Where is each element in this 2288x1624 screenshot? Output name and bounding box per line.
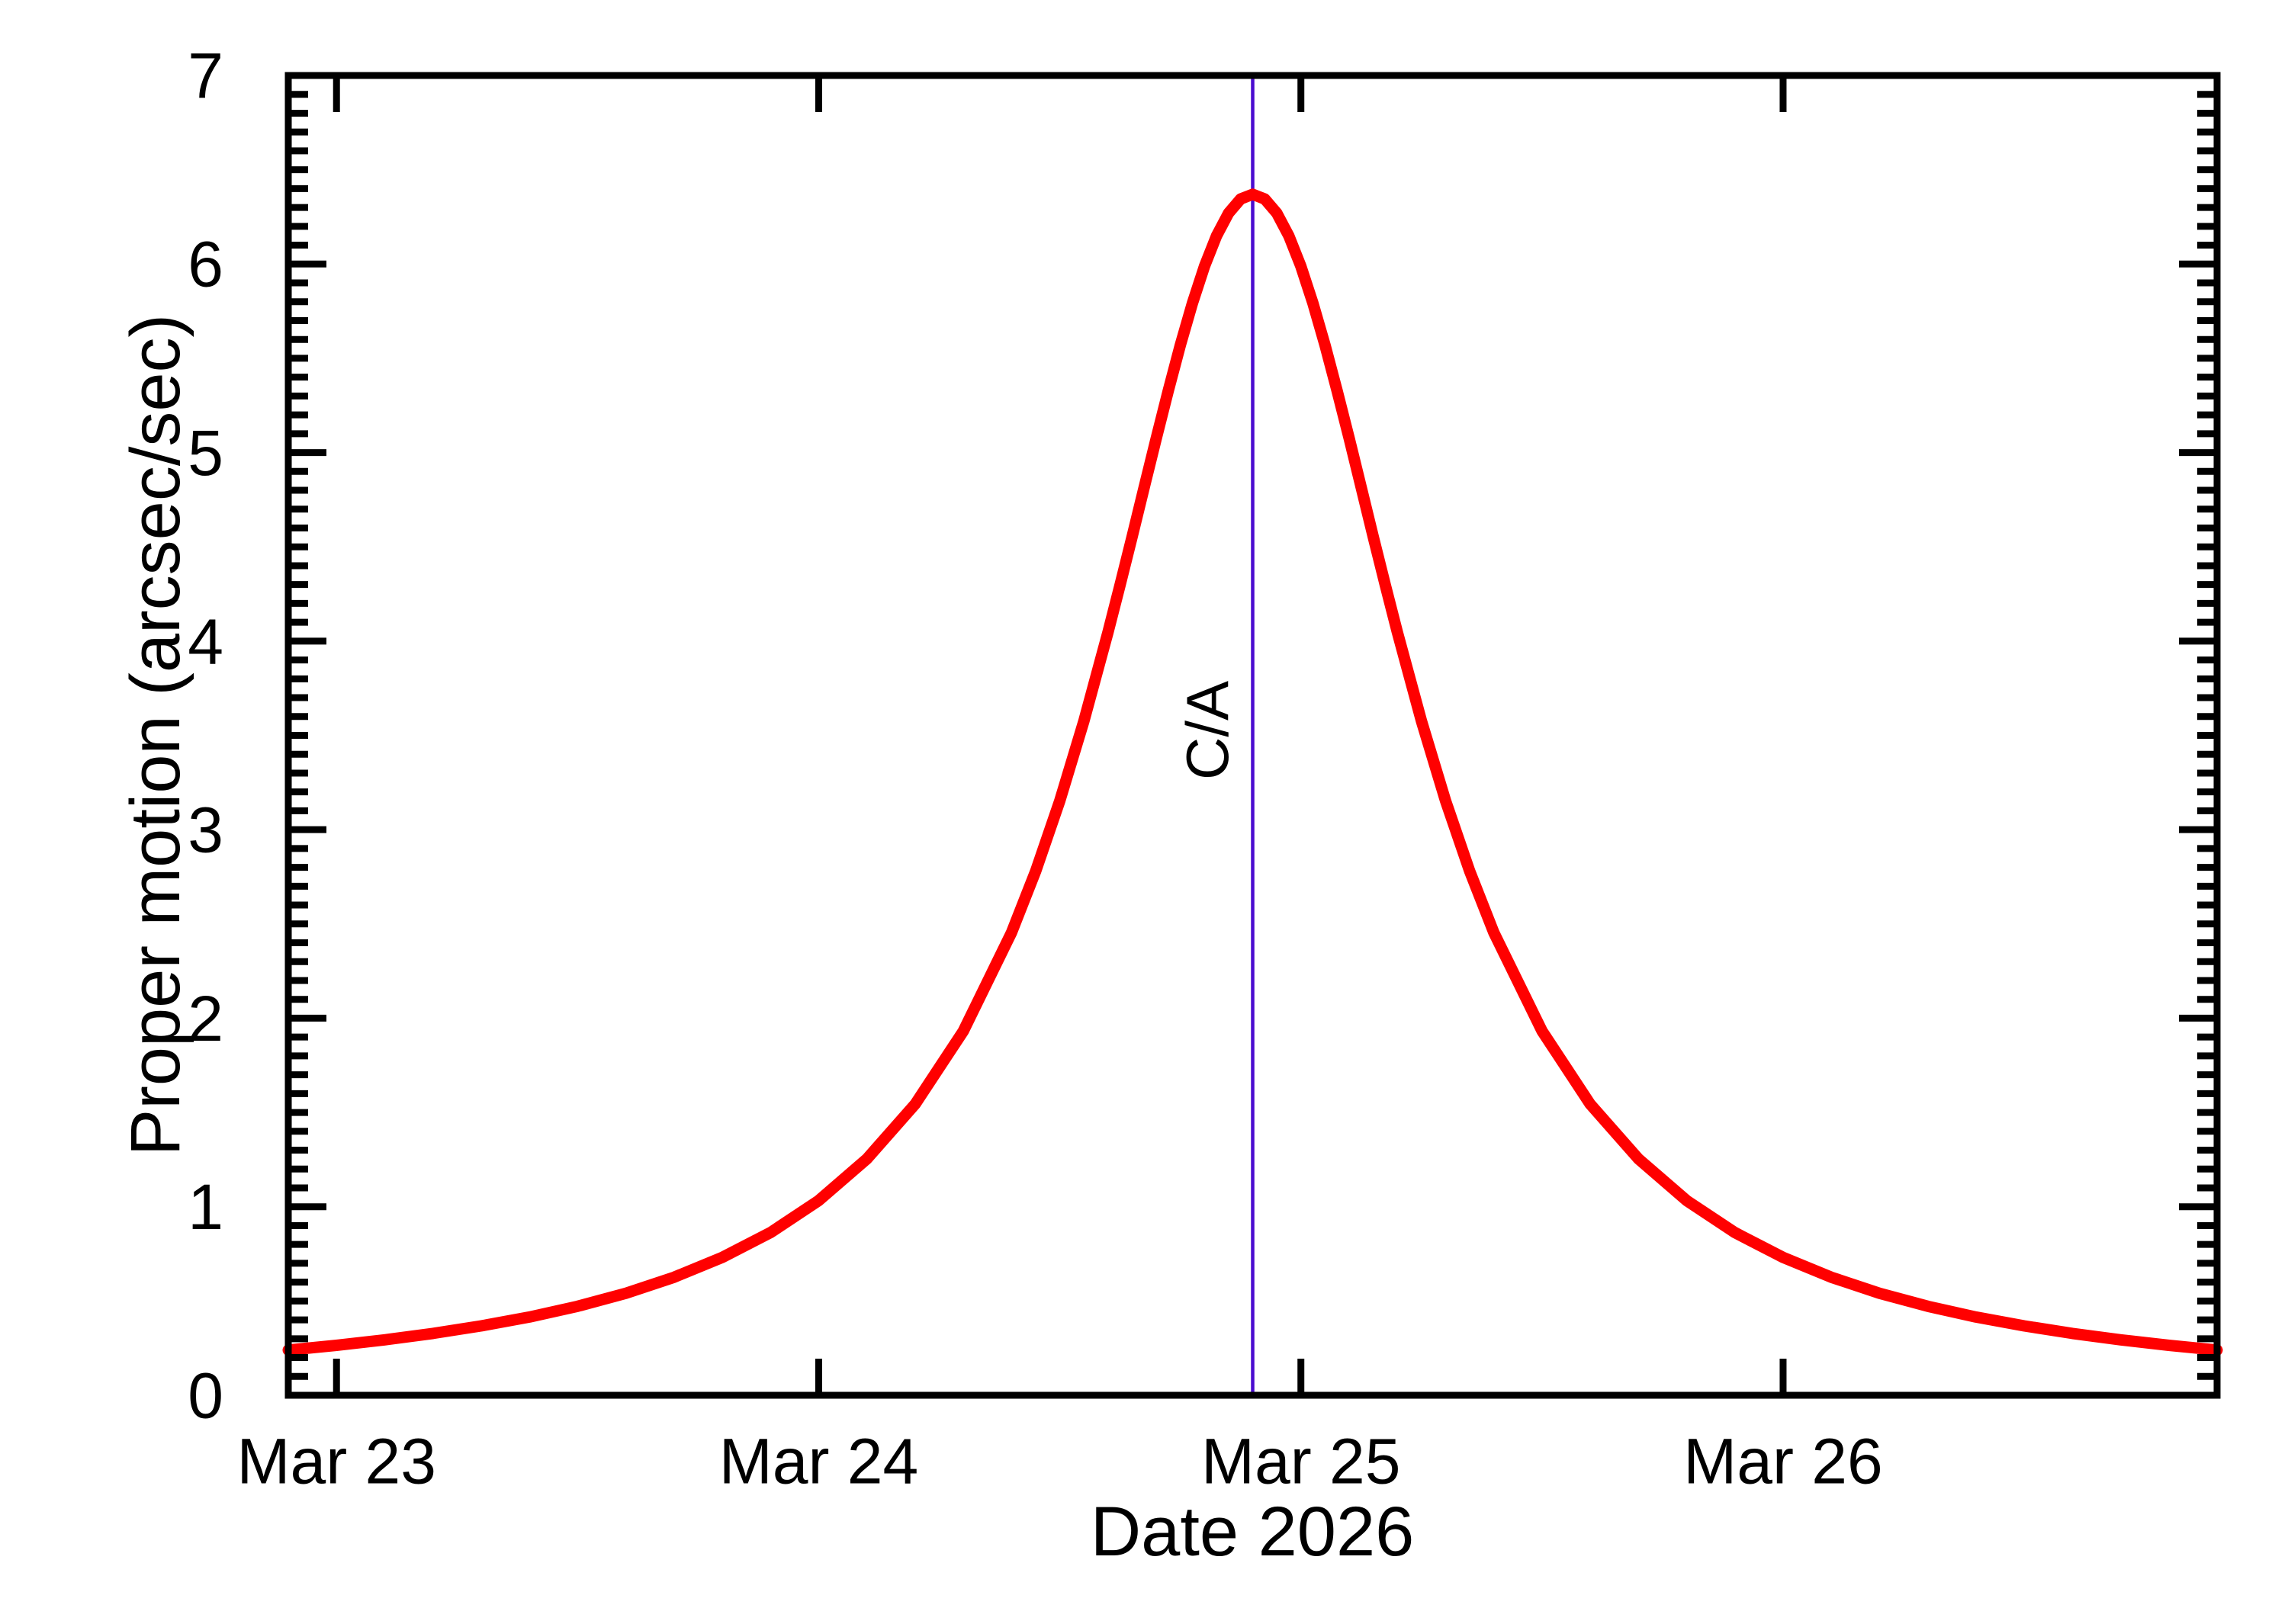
axis-ticks-group xyxy=(288,72,2217,1399)
y-tick-label: 1 xyxy=(188,1171,223,1243)
y-axis-title: Proper motion (arcsec/sec) xyxy=(117,314,194,1156)
x-tick-label: Mar 25 xyxy=(1201,1425,1400,1497)
proper-motion-curve xyxy=(282,188,2223,1356)
y-tick-label: 0 xyxy=(188,1359,223,1431)
tick-labels-group: Mar 23 Mar 24 Mar 25 Mar 26 0 1 2 3 4 5 6 7 xyxy=(188,40,1882,1497)
x-tick-label: Mar 24 xyxy=(719,1425,918,1497)
y-tick-label: 3 xyxy=(188,794,223,866)
y-tick-label: 5 xyxy=(188,417,223,489)
closest-approach-label: C/A xyxy=(1174,681,1241,780)
y-tick-label: 2 xyxy=(188,983,223,1054)
y-tick-label: 4 xyxy=(188,605,223,677)
proper-motion-curve-group xyxy=(282,188,2223,1356)
x-axis-title: Date 2026 xyxy=(1091,1493,1415,1571)
y-tick-label: 6 xyxy=(188,229,223,300)
y-tick-label: 7 xyxy=(188,40,223,111)
x-tick-label: Mar 26 xyxy=(1683,1425,1882,1497)
x-tick-label: Mar 23 xyxy=(237,1425,436,1497)
